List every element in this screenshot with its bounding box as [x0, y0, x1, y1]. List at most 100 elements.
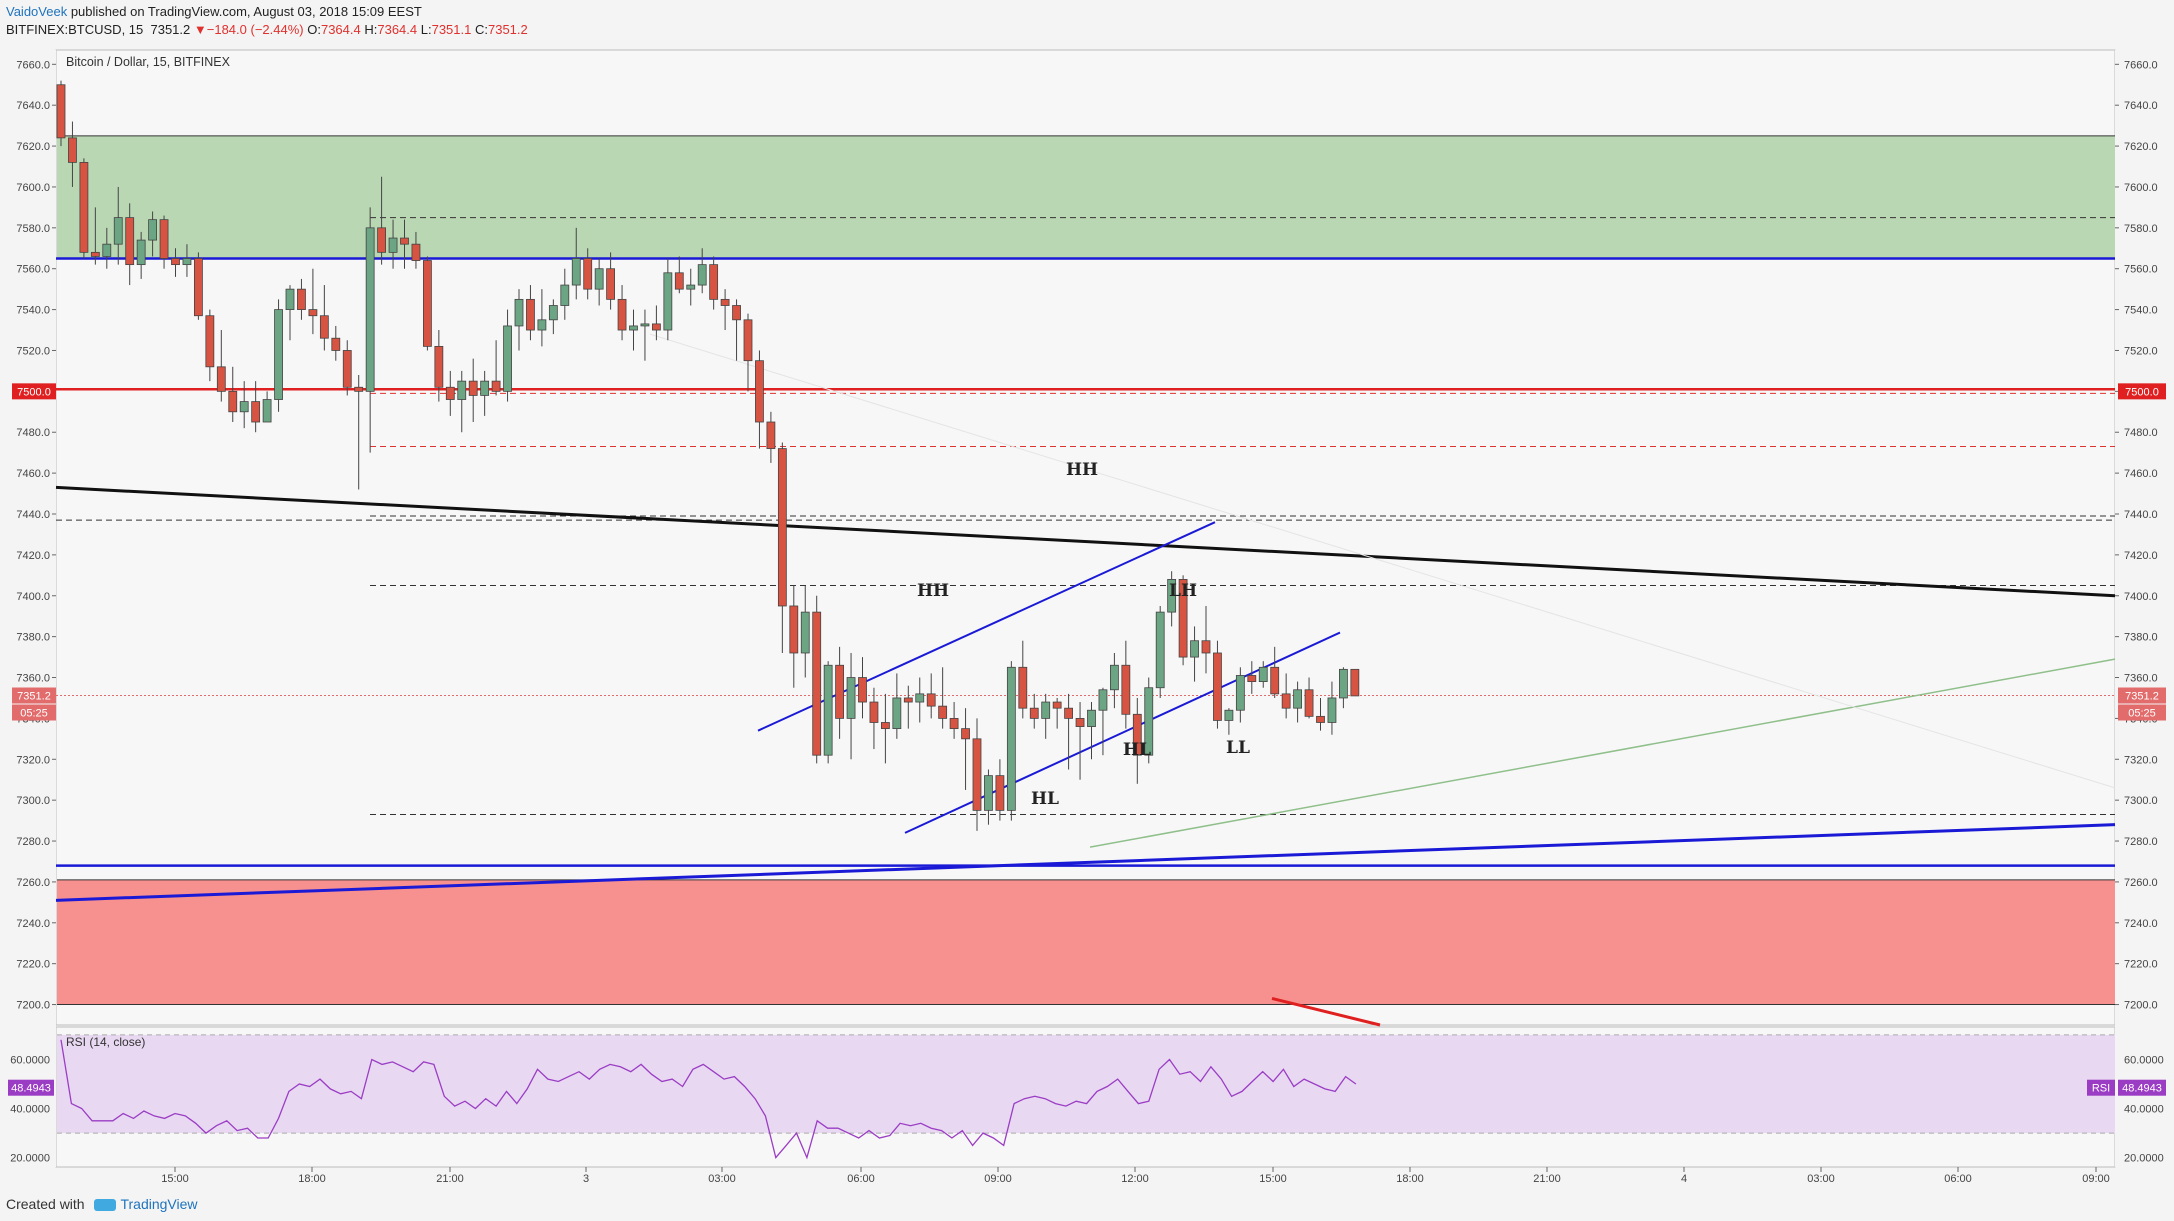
- candle-body: [972, 738, 982, 811]
- candle-body: [892, 697, 902, 730]
- x-tick-label: 06:00: [1944, 1173, 1972, 1185]
- y-tick-label: 7580.0: [16, 223, 50, 235]
- y-tick-label: 7420.0: [2124, 550, 2158, 562]
- candle-body: [686, 284, 696, 290]
- candle-body: [457, 380, 467, 400]
- candle-body: [1201, 640, 1211, 654]
- candle-body: [251, 401, 261, 423]
- y-tick-label: 7400.0: [16, 591, 50, 603]
- y-tick-label: 7360.0: [2124, 673, 2158, 685]
- candle-body: [926, 693, 936, 707]
- y-tick-label: 7480.0: [2124, 427, 2158, 439]
- x-tick-label: 03:00: [708, 1173, 736, 1185]
- candle-body: [1167, 579, 1177, 613]
- high-label: H:: [364, 22, 378, 37]
- candle-body: [262, 399, 272, 423]
- candle-body: [1132, 713, 1142, 756]
- candle-body: [297, 288, 306, 310]
- candle-body: [491, 380, 501, 392]
- level-badge-right-bg: [2118, 383, 2166, 400]
- rsi-badge-right: 48.4943: [2122, 1083, 2162, 1095]
- y-tick-label: 7360.0: [16, 673, 50, 685]
- author-link[interactable]: VaidoVeek: [6, 4, 68, 19]
- y-tick-label: 7460.0: [16, 468, 50, 480]
- candle-body: [1018, 666, 1028, 709]
- candle-body: [789, 605, 799, 654]
- last-price: 7351.2: [150, 22, 191, 37]
- price-change: ▼−184.0 (−2.44%): [193, 22, 304, 37]
- candle-body: [354, 386, 364, 392]
- y-tick-label: 7480.0: [16, 427, 50, 439]
- y-tick-label: 7280.0: [16, 836, 50, 848]
- candle-body: [239, 401, 249, 413]
- rsi-prefix-badge: RSI: [2092, 1083, 2110, 1095]
- candle-body: [1075, 717, 1085, 727]
- y-tick-label: 7600.0: [2124, 182, 2158, 194]
- y-tick-label: 7320.0: [16, 754, 50, 766]
- rsi-y-tick-label: 40.0000: [10, 1104, 50, 1116]
- x-tick-label: 18:00: [1396, 1173, 1424, 1185]
- x-tick-label: 03:00: [1807, 1173, 1835, 1185]
- x-tick-label: 09:00: [984, 1173, 1012, 1185]
- candle-body: [1087, 709, 1096, 727]
- candle-body: [274, 309, 283, 400]
- y-tick-label: 7260.0: [2124, 877, 2158, 889]
- price-chart[interactable]: Bitcoin / Dollar, 15, BITFINEX HH HH LH HL H…: [0, 0, 2174, 1190]
- candle-body: [812, 611, 822, 756]
- candle-body: [1144, 687, 1154, 756]
- y-tick-label: 7620.0: [16, 141, 50, 153]
- candle-body: [1224, 709, 1234, 721]
- rsi-y-tick-label: 60.0000: [2124, 1054, 2164, 1066]
- candle-body: [1155, 611, 1165, 689]
- red-arrow-line: [1271, 996, 1381, 1027]
- candle-body: [468, 380, 478, 396]
- channel-upper-line: [757, 521, 1216, 732]
- candle-body: [445, 386, 455, 400]
- published-text: published on TradingView.com, August 03,…: [70, 4, 422, 19]
- level-badge-left-bg: [12, 383, 56, 400]
- candle-body: [388, 237, 398, 253]
- low-value: 7351.1: [431, 22, 472, 37]
- candle-body: [846, 677, 856, 719]
- candle-body: [1121, 664, 1131, 715]
- candle-body: [1235, 675, 1245, 711]
- tradingview-link[interactable]: TradingView: [120, 1196, 198, 1212]
- candle-body: [617, 298, 627, 331]
- x-tick-label: 4: [1681, 1173, 1687, 1185]
- x-tick-label: 15:00: [161, 1173, 189, 1185]
- candle-body: [526, 298, 535, 331]
- candle-body: [1247, 675, 1257, 683]
- countdown-badge-left: 05:25: [20, 708, 48, 720]
- candle-body: [1281, 693, 1291, 709]
- candle-body: [629, 325, 638, 331]
- candle-body: [1041, 701, 1051, 719]
- x-tick-label: 12:00: [1121, 1173, 1149, 1185]
- candle-body: [342, 350, 352, 388]
- candle-body: [652, 323, 661, 331]
- y-tick-label: 7440.0: [2124, 509, 2158, 521]
- y-tick-label: 7560.0: [16, 264, 50, 276]
- candle-body: [68, 137, 77, 163]
- pattern-label: HH: [917, 581, 949, 601]
- y-tick-label: 7640.0: [2124, 100, 2158, 112]
- rsi-prefix-badge-bg: [2087, 1079, 2115, 1096]
- close-label: C:: [474, 22, 488, 37]
- y-tick-label: 7620.0: [2124, 141, 2158, 153]
- y-tick-label: 7560.0: [2124, 264, 2158, 276]
- resistance-zone: [57, 135, 2115, 259]
- candle-body: [1270, 666, 1280, 695]
- candle-body: [514, 298, 524, 327]
- x-tick-label: 21:00: [1533, 1173, 1561, 1185]
- countdown-badge-left-bg: [12, 704, 56, 721]
- y-tick-label: 7460.0: [2124, 468, 2158, 480]
- rsi-y-tick-label: 60.0000: [10, 1054, 50, 1066]
- candle-body: [503, 325, 512, 392]
- x-tick-label: 3: [583, 1173, 589, 1185]
- candle-body: [869, 701, 879, 723]
- descending-trendline: [55, 485, 2116, 598]
- close-value: 7351.2: [487, 22, 528, 37]
- rsi-y-tick-label: 20.0000: [10, 1153, 50, 1165]
- candle-body: [1350, 668, 1360, 697]
- y-tick-label: 7280.0: [2124, 836, 2158, 848]
- high-value: 7364.4: [377, 22, 418, 37]
